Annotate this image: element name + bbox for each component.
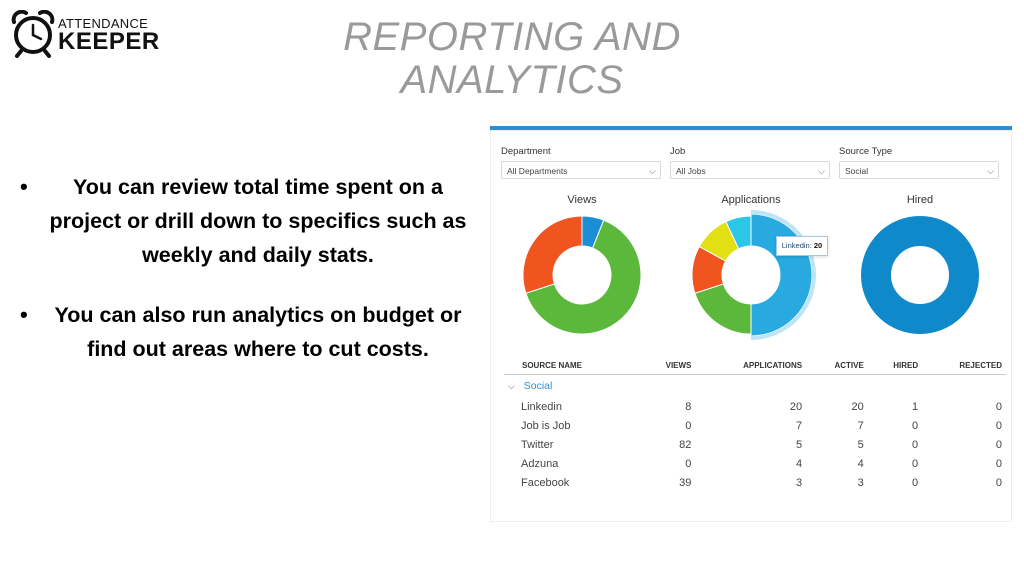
source-table: SOURCE NAME VIEWS APPLICATIONS ACTIVE HI… (504, 358, 1006, 492)
cell-name: Job is Job (521, 419, 571, 432)
logo: ATTENDANCE KEEPER (10, 10, 159, 58)
cell-views: 82 (679, 438, 692, 451)
cell-rejected: 0 (995, 419, 1002, 432)
applications-segment[interactable] (725, 215, 752, 250)
cell-rejected: 0 (995, 476, 1002, 489)
cell-hired: 0 (912, 419, 919, 432)
group-cell: ⌵ Social (504, 375, 1006, 398)
cell-rejected: 0 (995, 438, 1002, 451)
bullet-text: You can also run analytics on budget or … (54, 303, 462, 361)
cell-applications: 5 (795, 438, 803, 451)
cell-rejected: 0 (995, 400, 1002, 413)
applications-chart-title: Applications (721, 194, 781, 206)
group-label: Social (523, 380, 553, 392)
table-header-row: SOURCE NAME VIEWS APPLICATIONS ACTIVE HI… (504, 358, 1006, 375)
cell-applications: 7 (795, 419, 803, 432)
bullet-item: • You can also run analytics on budget o… (20, 298, 470, 366)
cell-active: 4 (857, 457, 864, 470)
cell-rejected: 0 (995, 457, 1002, 470)
source-type-filter: Source Type Social ⌵ (839, 146, 999, 179)
title-line-1: REPORTING AND (343, 15, 681, 59)
table-row[interactable]: Facebook 39 3 3 0 0 (504, 473, 1006, 492)
chevron-down-icon: ⌵ (818, 166, 825, 176)
bullet-text: You can review total time spent on a pro… (49, 175, 467, 267)
col-source-name[interactable]: SOURCE NAME (504, 358, 640, 375)
views-donut-chart[interactable] (515, 208, 649, 342)
applications-segment[interactable] (694, 283, 752, 335)
col-active[interactable]: ACTIVE (806, 358, 868, 375)
tooltip-label: Linkedin: (781, 241, 812, 250)
cell-views: 0 (685, 457, 692, 470)
hired-segment[interactable] (861, 216, 979, 334)
logo-text-bottom: KEEPER (58, 28, 160, 55)
table-row[interactable]: Job is Job 0 7 7 0 0 (504, 416, 1006, 435)
cell-active: 7 (857, 419, 864, 432)
cell-applications: 4 (795, 457, 803, 470)
department-select-value: All Departments (507, 166, 568, 176)
source-type-label: Source Type (839, 146, 893, 157)
cell-views: 8 (685, 400, 692, 413)
table-row[interactable]: Twitter 82 5 5 0 0 (504, 435, 1006, 454)
cell-name: Facebook (521, 476, 570, 489)
views-segment[interactable] (522, 215, 583, 294)
col-applications[interactable]: APPLICATIONS (695, 358, 807, 375)
title-line-2: ANALYTICS (400, 58, 624, 102)
col-views[interactable]: VIEWS (639, 358, 696, 375)
chevron-down-icon: ⌵ (649, 166, 656, 176)
cell-applications: 3 (795, 476, 803, 489)
table-row[interactable]: Linkedin 8 20 20 1 0 (504, 397, 1006, 416)
job-filter: Job All Jobs ⌵ (670, 146, 830, 179)
table-group-row[interactable]: ⌵ Social (504, 375, 1006, 398)
applications-segment[interactable] (750, 213, 813, 337)
cell-active: 3 (857, 476, 864, 489)
cell-views: 0 (685, 419, 692, 432)
chevron-down-icon: ⌵ (987, 166, 994, 176)
applications-donut-chart[interactable] (684, 208, 818, 342)
job-label: Job (670, 146, 686, 157)
cell-active: 5 (857, 438, 864, 451)
page-title: REPORTING AND ANALYTICS (312, 16, 712, 102)
chevron-down-icon[interactable]: ⌵ (508, 381, 515, 391)
source-type-select-value: Social (845, 166, 869, 176)
hired-donut-chart[interactable] (853, 208, 987, 342)
cell-hired: 0 (912, 438, 919, 451)
job-select-value: All Jobs (676, 166, 706, 176)
cell-applications: 20 (789, 400, 803, 413)
department-select[interactable]: All Departments ⌵ (501, 161, 661, 179)
cell-name: Linkedin (521, 400, 562, 413)
cell-name: Twitter (521, 438, 554, 451)
tooltip-value: 20 (813, 241, 823, 250)
department-filter: Department All Departments ⌵ (501, 146, 661, 179)
department-label: Department (501, 146, 551, 157)
bullet-dot-icon: • (20, 174, 28, 199)
cell-views: 39 (679, 476, 692, 489)
views-segment[interactable] (525, 219, 642, 335)
cell-hired: 1 (912, 400, 919, 413)
hired-chart-title: Hired (906, 194, 934, 206)
cell-hired: 0 (912, 457, 919, 470)
bullet-item: • You can review total time spent on a p… (20, 170, 470, 272)
job-select[interactable]: All Jobs ⌵ (670, 161, 830, 179)
table-row[interactable]: Adzuna 0 4 4 0 0 (504, 454, 1006, 473)
analytics-dashboard: Department All Departments ⌵ Job All Job… (490, 126, 1012, 522)
logo-text-top: ATTENDANCE (58, 16, 149, 31)
views-chart-title: Views (567, 194, 597, 206)
alarm-clock-icon (11, 10, 55, 58)
chart-tooltip: Linkedin: 20 (776, 236, 828, 256)
cell-hired: 0 (912, 476, 919, 489)
cell-active: 20 (851, 400, 864, 413)
bullet-dot-icon: • (20, 302, 28, 327)
col-hired[interactable]: HIRED (867, 358, 923, 375)
cell-name: Adzuna (521, 457, 559, 470)
col-rejected[interactable]: REJECTED (922, 358, 1006, 375)
source-type-select[interactable]: Social ⌵ (839, 161, 999, 179)
